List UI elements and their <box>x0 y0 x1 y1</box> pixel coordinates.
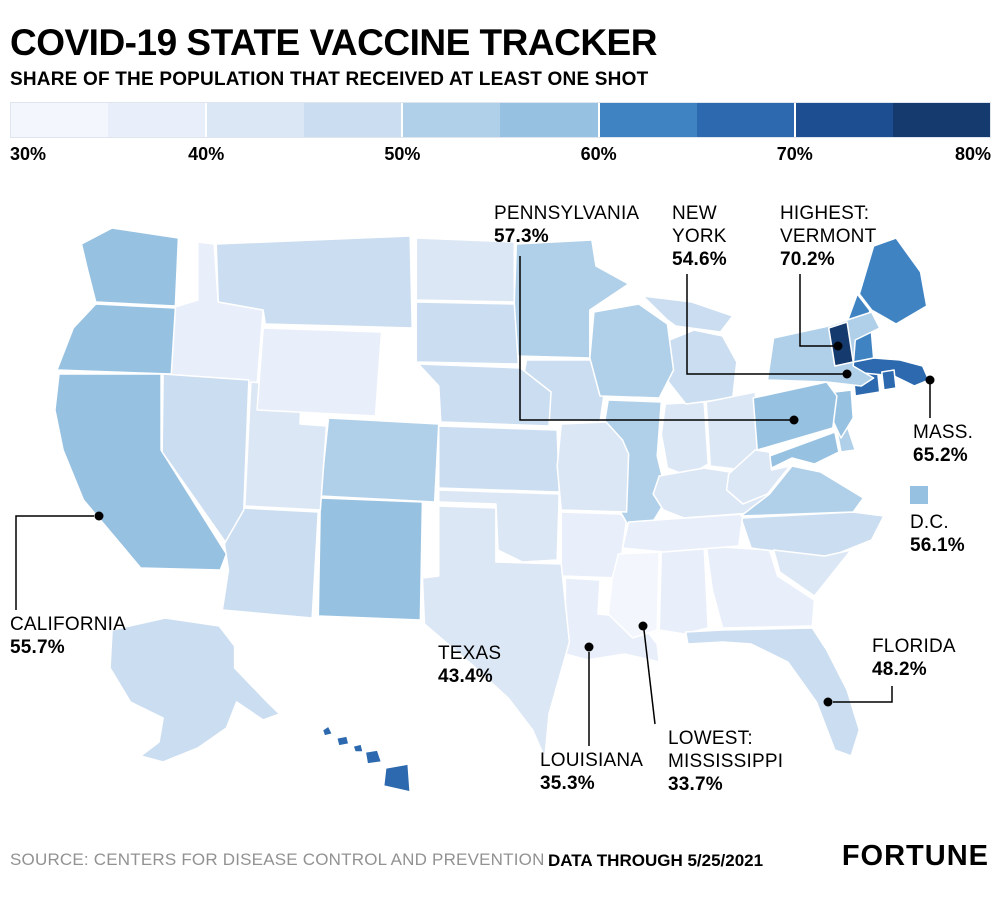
legend-segment-35-40 <box>108 103 208 137</box>
state-SC <box>772 549 852 597</box>
state-MT <box>215 235 413 329</box>
legend-tick-50: 50% <box>384 144 421 164</box>
annotation-california: CALIFORNIA 55.7% <box>10 614 126 660</box>
state-HI <box>364 749 383 765</box>
legend-segment-30-35 <box>11 103 109 137</box>
legend-segment-70-75 <box>795 103 893 137</box>
annotation-superlative: LOWEST: <box>668 728 753 749</box>
state-SD <box>415 301 520 365</box>
legend-segment-60-65 <box>599 103 697 137</box>
state-ND <box>415 237 516 303</box>
state-FL <box>685 627 861 757</box>
fortune-logo: FORTUNE <box>841 840 989 872</box>
legend-tick-60: 60% <box>580 144 617 164</box>
annotation-value: 35.3% <box>540 772 595 794</box>
annotation-state-name: VERMONT <box>780 225 877 247</box>
annotation-texas: TEXAS 43.4% <box>438 643 501 689</box>
state-MO <box>556 421 630 513</box>
state-WA <box>80 227 180 307</box>
annotation-state-name: TEXAS <box>438 643 502 664</box>
state-TX <box>421 505 571 759</box>
legend-segment-45-50 <box>304 103 404 137</box>
legend-tick-70: 70% <box>776 144 813 164</box>
annotation-value: 43.4% <box>438 665 493 687</box>
state-HI <box>321 725 334 737</box>
state-AL <box>658 545 710 635</box>
state-NV <box>161 373 250 543</box>
legend-segment-40-45 <box>207 103 305 137</box>
state-OK <box>437 489 560 563</box>
state-CO <box>319 417 440 503</box>
state-HI <box>335 735 350 747</box>
legend-tick-80: 80% <box>954 144 991 164</box>
state-GA <box>705 545 816 629</box>
state-WI <box>589 303 675 399</box>
annotation-state-name: YORK <box>672 225 727 247</box>
state-HI <box>382 763 411 793</box>
state-LA <box>564 577 661 663</box>
state-VA <box>740 465 865 517</box>
state-AK <box>109 617 281 763</box>
state-AZ <box>221 507 320 619</box>
annotation-value: 55.7% <box>10 636 65 658</box>
state-IN <box>660 401 710 477</box>
legend-segment-55-60 <box>500 103 600 137</box>
data-through-note: DATA THROUGH 5/25/2021 <box>548 851 764 870</box>
annotation-vermont: HIGHEST: VERMONT 70.2% <box>780 203 876 271</box>
annotation-massachusetts: MASS. 65.2% <box>913 422 973 468</box>
annotation-state-name: FLORIDA <box>872 636 956 657</box>
annotation-value: 56.1% <box>910 534 965 556</box>
state-KS <box>437 425 560 493</box>
legend-segment-75-80 <box>892 103 990 137</box>
legend-segment-50-55 <box>403 103 501 137</box>
legend-ticks: 30% 40% 50% 60% 70% 80% <box>10 144 991 168</box>
annotation-dc: D.C. 56.1% <box>910 486 965 558</box>
state-MI <box>662 329 738 405</box>
annotation-state-name: LOUISIANA <box>540 750 644 771</box>
state-NM <box>317 497 424 621</box>
state-ME <box>858 237 928 325</box>
state-WY <box>256 327 383 417</box>
page-subtitle: SHARE OF THE POPULATION THAT RECEIVED AT… <box>10 69 649 90</box>
annotation-state-name: MASS. <box>913 422 974 443</box>
page-title: COVID-19 STATE VACCINE TRACKER <box>10 22 657 63</box>
state-TN <box>621 513 744 553</box>
state-CA <box>54 373 228 571</box>
annotation-new-york: NEW YORK 54.6% <box>672 203 727 271</box>
annotation-state-name: CALIFORNIA <box>10 614 127 635</box>
annotation-value: 57.3% <box>494 225 549 247</box>
annotation-value: 48.2% <box>872 658 927 680</box>
legend-tick-30: 30% <box>10 144 47 164</box>
annotation-value: 54.6% <box>672 248 727 270</box>
state-WV <box>725 449 791 505</box>
annotation-state-name: D.C. <box>910 512 949 533</box>
annotation-superlative: HIGHEST: <box>780 203 870 224</box>
annotation-state-name: PENNSYLVANIA <box>494 203 640 224</box>
annotation-value: 33.7% <box>668 773 723 795</box>
color-scale-legend <box>10 102 991 138</box>
annotation-value: 65.2% <box>913 444 968 466</box>
annotation-mississippi: LOWEST: MISSISSIPPI 33.7% <box>668 728 783 796</box>
us-choropleth-map <box>54 227 930 793</box>
state-HI <box>352 743 364 753</box>
annotation-pennsylvania: PENNSYLVANIA 57.3% <box>494 203 639 249</box>
state-RI <box>881 369 897 391</box>
legend-segment-65-70 <box>696 103 796 137</box>
annotation-louisiana: LOUISIANA 35.3% <box>540 750 643 796</box>
source-credit: SOURCE: CENTERS FOR DISEASE CONTROL AND … <box>10 850 545 869</box>
legend-tick-40: 40% <box>188 144 225 164</box>
annotation-florida: FLORIDA 48.2% <box>872 636 956 682</box>
annotation-state-name: MISSISSIPPI <box>668 750 784 772</box>
annotation-value: 70.2% <box>780 248 835 270</box>
annotation-state-name: NEW <box>672 203 717 224</box>
dc-color-swatch <box>910 486 928 504</box>
state-OR <box>56 303 177 375</box>
